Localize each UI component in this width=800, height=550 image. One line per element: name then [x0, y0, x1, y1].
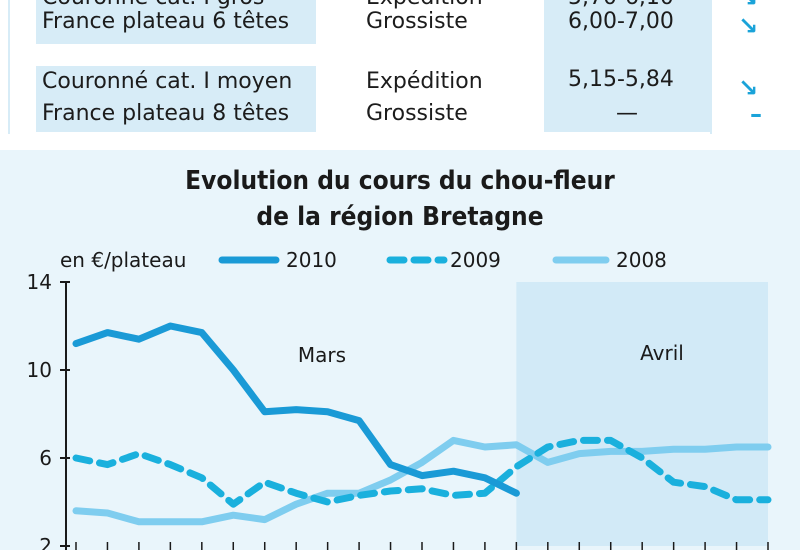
product-cell-bg — [36, 66, 316, 132]
month-label-avril: Avril — [640, 341, 684, 365]
table-row: Couronné cat. I moyen France plateau 8 t… — [8, 66, 788, 136]
y-axis-unit-label: en €/plateau — [60, 248, 187, 272]
trend-down-icon: ↘ — [738, 0, 758, 12]
product-line-1: Couronné cat. I gros — [42, 0, 264, 14]
series-line-2010 — [72, 322, 520, 497]
product-line-1: Couronné cat. I moyen — [42, 69, 293, 94]
stage-line-1: Expédition — [366, 69, 483, 94]
y-tick-label: 14 — [27, 270, 52, 294]
legend-label-2009: 2009 — [450, 248, 501, 272]
price-column-band — [544, 0, 712, 132]
stage-line-2: Grossiste — [366, 101, 468, 126]
chart-title-line-2: de la région Bretagne — [256, 202, 544, 232]
trend-down-icon: ↘ — [738, 12, 759, 40]
y-tick-label: 10 — [27, 358, 52, 382]
table-left-border — [8, 0, 10, 134]
price-line-1: 5,15-5,84 — [568, 67, 674, 92]
product-cell-bg — [36, 0, 316, 44]
trend-flat-icon: – — [750, 100, 762, 128]
legend-label-2008: 2008 — [616, 248, 667, 272]
trend-down-icon: ↘ — [738, 74, 759, 102]
price-line-2: 6,00-7,00 — [568, 9, 674, 34]
price-table: Couronné cat. I gros France plateau 6 tê… — [0, 0, 800, 140]
line-chart: 2 6 10 14 Mars Avril — [27, 270, 772, 550]
legend-label-2010: 2010 — [286, 248, 337, 272]
legend — [218, 256, 610, 264]
y-tick-label: 2 — [39, 534, 52, 550]
chart-panel: Evolution du cours du chou-fleur de la r… — [0, 150, 800, 550]
stage-line-2: Grossiste — [366, 9, 468, 34]
product-line-2: France plateau 6 têtes — [42, 9, 290, 34]
stage-line-1: Expédition — [366, 0, 483, 14]
price-line-2: — — [616, 101, 638, 126]
y-tick-label: 6 — [39, 446, 52, 470]
table-row: Couronné cat. I gros France plateau 6 tê… — [8, 0, 788, 46]
price-line-1: 5,70-6,10 — [568, 0, 674, 14]
month-label-mars: Mars — [298, 343, 346, 367]
product-line-2: France plateau 8 têtes — [42, 101, 290, 126]
series-line-2008 — [72, 436, 772, 526]
chart-title-line-1: Evolution du cours du chou-fleur — [185, 166, 615, 196]
april-shade — [516, 282, 768, 546]
series-line-2009 — [72, 436, 772, 508]
